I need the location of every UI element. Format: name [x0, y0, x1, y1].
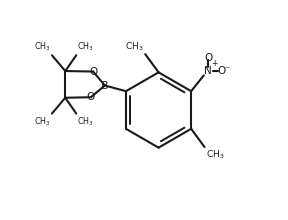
Text: CH$_3$: CH$_3$: [34, 116, 51, 128]
Text: N: N: [204, 66, 212, 76]
Text: O: O: [89, 67, 97, 77]
Text: O: O: [217, 66, 226, 76]
Text: CH$_3$: CH$_3$: [77, 40, 94, 53]
Text: CH$_3$: CH$_3$: [125, 40, 144, 53]
Text: CH$_3$: CH$_3$: [77, 116, 94, 128]
Text: B: B: [101, 81, 109, 90]
Text: ⁻: ⁻: [225, 65, 230, 75]
Text: +: +: [211, 59, 218, 68]
Text: CH$_3$: CH$_3$: [206, 148, 224, 161]
Text: O: O: [204, 53, 212, 63]
Text: O: O: [87, 92, 95, 102]
Text: CH$_3$: CH$_3$: [34, 40, 51, 53]
